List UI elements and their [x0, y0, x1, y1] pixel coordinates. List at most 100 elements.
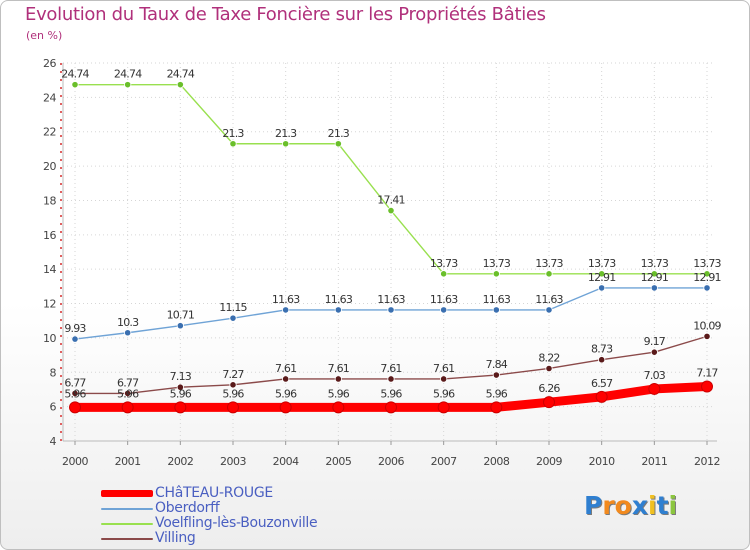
y-tick-label: 6 — [50, 401, 57, 414]
legend-label: CHâTEAU-ROUGE — [155, 485, 273, 501]
data-label: 24.74 — [61, 68, 89, 81]
logo-letter: i — [648, 491, 657, 520]
data-label: 11.15 — [219, 301, 247, 314]
data-label: 5.96 — [170, 387, 192, 400]
data-label: 7.27 — [222, 368, 244, 381]
legend-swatch — [101, 490, 153, 497]
data-point — [437, 401, 450, 414]
data-label: 5.96 — [433, 387, 455, 400]
data-point — [703, 270, 711, 278]
data-point — [176, 81, 184, 89]
data-label: 7.61 — [433, 362, 454, 375]
x-tick-label: 2001 — [115, 455, 141, 468]
data-label: 21.3 — [275, 127, 297, 140]
data-label: 12.91 — [588, 271, 616, 284]
legend-swatch — [101, 538, 153, 540]
legend-swatch — [101, 508, 153, 510]
y-tick-label: 26 — [43, 57, 56, 70]
data-label: 7.13 — [170, 370, 192, 383]
x-tick-label: 2000 — [62, 455, 88, 468]
logo-letter: t — [656, 491, 669, 520]
legend-label: Oberdorff — [155, 500, 220, 516]
data-point — [703, 332, 711, 340]
data-label: 9.17 — [644, 335, 666, 348]
data-label: 11.63 — [483, 293, 511, 306]
data-label: 10.09 — [693, 319, 721, 332]
data-point — [490, 401, 503, 414]
x-tick-label: 2011 — [641, 455, 667, 468]
data-point — [334, 375, 342, 383]
data-label: 24.74 — [114, 68, 142, 81]
data-label: 6.77 — [117, 376, 139, 389]
data-label: 5.96 — [64, 387, 86, 400]
x-tick-label: 2010 — [589, 455, 615, 468]
data-point — [545, 306, 553, 314]
data-label: 8.73 — [591, 343, 613, 356]
x-tick-label: 2004 — [273, 455, 299, 468]
data-point — [387, 306, 395, 314]
y-tick-label: 16 — [43, 229, 56, 242]
x-tick-label: 2012 — [694, 455, 720, 468]
data-point — [545, 364, 553, 373]
x-tick-label: 2007 — [431, 455, 457, 468]
data-label: 5.96 — [117, 387, 139, 400]
y-tick-label: 24 — [43, 91, 56, 104]
data-label: 5.96 — [486, 387, 508, 400]
data-label: 9.93 — [64, 322, 86, 335]
data-label: 24.74 — [167, 68, 195, 81]
data-label: 10.71 — [167, 309, 195, 322]
data-point — [124, 389, 132, 398]
data-label: 13.73 — [588, 257, 616, 270]
logo-letter: r — [602, 491, 615, 520]
data-label: 11.63 — [430, 293, 458, 306]
y-tick-label: 22 — [43, 126, 56, 139]
data-label: 8.22 — [538, 351, 559, 364]
data-point — [545, 270, 553, 278]
y-tick-label: 18 — [43, 194, 56, 207]
series-villing — [71, 332, 711, 398]
logo-letter: o — [614, 491, 632, 520]
legend-label: Villing — [155, 530, 196, 546]
data-point — [385, 401, 397, 414]
data-point — [387, 375, 395, 383]
data-label: 6.26 — [538, 382, 560, 395]
data-label: 7.61 — [328, 362, 349, 375]
data-point — [71, 335, 79, 343]
logo-letter: i — [668, 491, 678, 520]
data-point — [701, 380, 713, 393]
data-label: 13.73 — [430, 257, 458, 270]
data-point — [648, 382, 661, 395]
y-tick-label: 4 — [50, 435, 57, 448]
series-voelfling-l-s-bouzonville — [71, 81, 711, 278]
data-point — [492, 306, 500, 314]
data-label: 13.73 — [483, 257, 511, 270]
data-point — [174, 401, 187, 414]
data-point — [387, 206, 395, 215]
data-point — [650, 270, 658, 278]
data-label: 11.63 — [535, 293, 563, 306]
data-point — [227, 401, 239, 414]
data-point — [121, 401, 134, 414]
logo-letter: x — [631, 491, 648, 520]
data-point — [598, 356, 606, 364]
data-point — [282, 375, 290, 383]
data-label: 7.61 — [380, 362, 401, 375]
data-label: 5.96 — [222, 387, 244, 400]
data-point — [176, 322, 184, 330]
data-label: 7.61 — [275, 362, 296, 375]
data-label: 5.96 — [275, 387, 297, 400]
data-point — [69, 401, 81, 414]
data-point — [492, 371, 500, 379]
data-point — [543, 396, 555, 409]
x-tick-label: 2006 — [378, 455, 404, 468]
data-label: 12.91 — [641, 271, 669, 284]
x-tick-label: 2005 — [325, 455, 351, 468]
y-tick-label: 20 — [43, 160, 56, 173]
data-point — [332, 401, 345, 414]
data-point — [334, 140, 342, 148]
data-label: 7.84 — [486, 358, 508, 371]
y-tick-label: 14 — [43, 263, 56, 276]
data-point — [334, 306, 342, 314]
data-point — [124, 81, 132, 89]
